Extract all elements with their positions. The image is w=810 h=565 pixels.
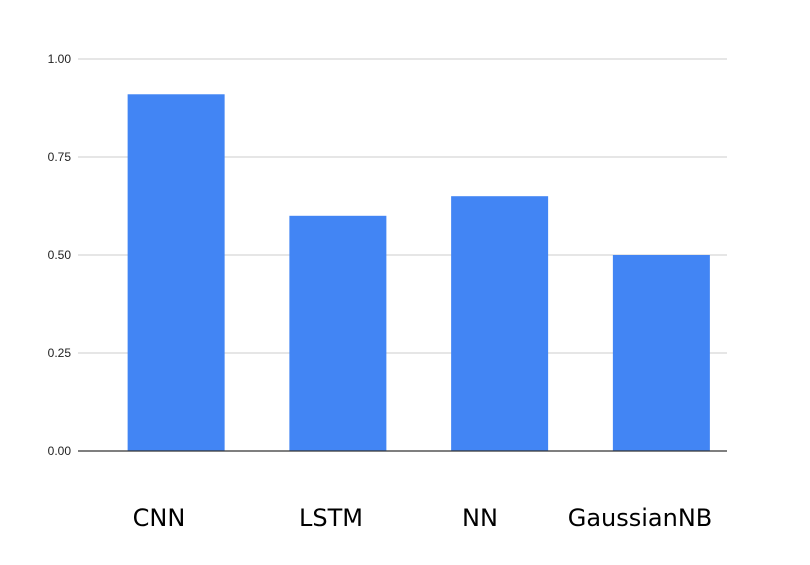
y-tick-label: 1.00: [48, 52, 72, 66]
y-tick-label: 0.00: [48, 444, 72, 458]
y-axis-ticks: 0.00 0.25 0.50 0.75 1.00: [48, 52, 72, 458]
y-tick-label: 0.50: [48, 248, 72, 262]
bar-lstm: [289, 215, 387, 451]
x-axis-ticks: CNN LSTM NN GaussianNB: [133, 504, 713, 532]
y-tick-label: 0.75: [48, 150, 72, 164]
x-tick-label: GaussianNB: [568, 504, 713, 532]
bar-cnn: [127, 94, 225, 451]
x-tick-label: LSTM: [299, 504, 363, 532]
y-tick-label: 0.25: [48, 346, 72, 360]
x-tick-label: CNN: [133, 504, 186, 532]
bars: [127, 94, 710, 451]
bar-nn: [451, 196, 549, 451]
bar-gaussiannb: [612, 255, 710, 451]
x-tick-label: NN: [462, 504, 498, 532]
